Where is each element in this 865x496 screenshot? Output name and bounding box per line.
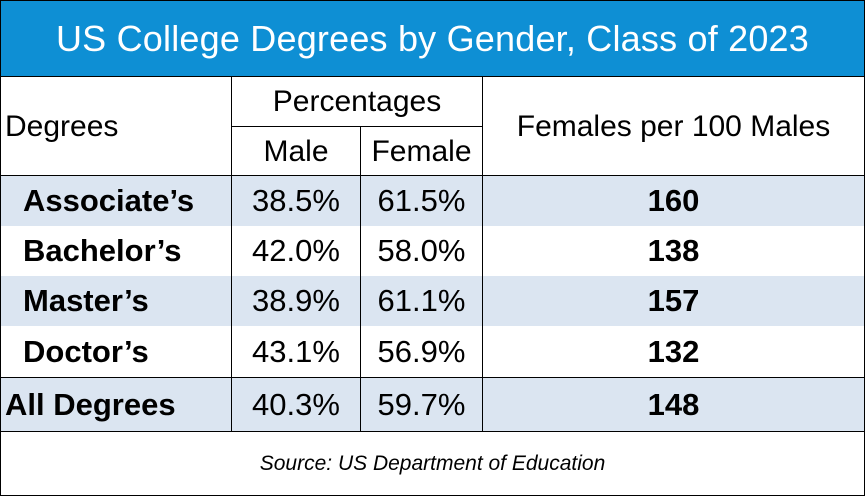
total-band <box>1 378 864 431</box>
row-degree: Associate’s <box>23 183 195 218</box>
table-title: US College Degrees by Gender, Class of 2… <box>1 1 864 77</box>
row-degree: Master’s <box>23 283 149 318</box>
grid-line <box>360 176 361 432</box>
row-ratio: 157 <box>647 283 700 318</box>
total-ratio: 148 <box>647 386 700 422</box>
row-female: 56.9% <box>377 334 466 369</box>
total-female: 59.7% <box>377 386 466 422</box>
grid-line <box>1 377 864 378</box>
row-male: 43.1% <box>252 334 340 369</box>
row-band <box>1 276 864 326</box>
row-degree: Bachelor’s <box>23 233 182 268</box>
total-degree: All Degrees <box>5 386 176 422</box>
row-band <box>1 176 864 226</box>
header-degrees: Degrees <box>5 109 119 143</box>
grid-line <box>231 77 232 432</box>
source-note: Source: US Department of Education <box>259 452 606 475</box>
row-ratio: 138 <box>647 233 700 268</box>
grid-line <box>1 175 864 176</box>
row-female: 58.0% <box>377 233 466 268</box>
row-female: 61.5% <box>377 183 466 218</box>
header-percentages: Percentages <box>272 84 442 118</box>
header-female: Female <box>371 134 472 168</box>
row-ratio: 132 <box>647 334 700 369</box>
header-ratio: Females per 100 Males <box>516 109 831 143</box>
row-female: 61.1% <box>377 283 466 318</box>
grid-line <box>482 77 483 432</box>
grid-line <box>231 126 483 127</box>
total-male: 40.3% <box>252 386 340 422</box>
grid-line <box>360 127 361 176</box>
row-degree: Doctor’s <box>23 334 149 369</box>
grid-line <box>1 431 864 432</box>
row-male: 38.5% <box>252 183 340 218</box>
header-male: Male <box>263 134 329 168</box>
row-ratio: 160 <box>647 183 700 218</box>
row-male: 38.9% <box>252 283 340 318</box>
row-male: 42.0% <box>252 233 340 268</box>
